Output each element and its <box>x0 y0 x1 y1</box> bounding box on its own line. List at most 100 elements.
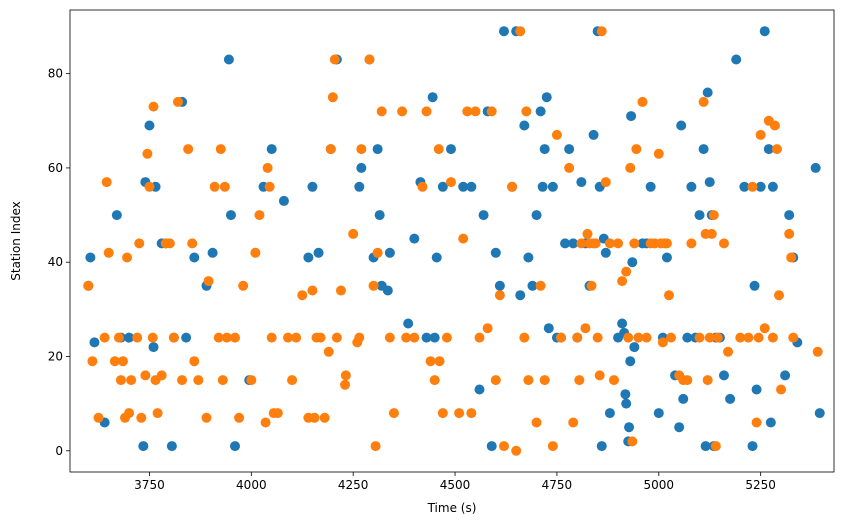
scatter-point-s2-95 <box>454 408 465 419</box>
scatter-point-s2-53 <box>272 408 283 419</box>
scatter-point-s2-31 <box>187 238 198 249</box>
scatter-point-s2-88 <box>425 356 436 367</box>
scatter-point-s1-68 <box>537 181 548 192</box>
scatter-point-s1-56 <box>486 441 497 452</box>
scatter-point-s2-81 <box>384 332 395 343</box>
scatter-point-s2-15 <box>134 238 145 249</box>
scatter-point-s2-11 <box>122 252 133 263</box>
scatter-point-s1-117 <box>704 177 715 188</box>
scatter-point-s1-97 <box>626 111 637 122</box>
scatter-point-s2-7 <box>113 332 124 343</box>
scatter-point-s1-9 <box>144 120 155 131</box>
scatter-point-s2-130 <box>594 370 605 381</box>
scatter-point-s1-113 <box>694 210 705 221</box>
scatter-point-s2-148 <box>653 148 664 159</box>
scatter-point-s2-32 <box>189 356 200 367</box>
scatter-point-s2-37 <box>213 332 224 343</box>
scatter-point-s1-48 <box>431 252 442 263</box>
scatter-point-s2-46 <box>250 247 261 258</box>
scatter-point-s1-125 <box>739 181 750 192</box>
scatter-point-s1-122 <box>718 370 729 381</box>
scatter-point-s2-182 <box>776 384 787 395</box>
scatter-point-s2-133 <box>604 238 615 249</box>
scatter-point-s2-131 <box>596 26 607 37</box>
scatter-point-s2-120 <box>572 332 583 343</box>
scatter-point-s2-107 <box>511 445 522 456</box>
scatter-point-s1-129 <box>755 181 766 192</box>
scatter-point-s2-85 <box>409 332 420 343</box>
scatter-point-s1-76 <box>564 144 575 155</box>
scatter-point-s1-90 <box>617 318 628 329</box>
x-tick-label: 4000 <box>236 478 267 492</box>
scatter-point-s2-108 <box>515 26 526 37</box>
scatter-point-s1-57 <box>490 247 501 258</box>
scatter-point-s2-35 <box>203 276 214 287</box>
x-tick-label: 3750 <box>134 478 165 492</box>
scatter-point-s2-174 <box>753 332 764 343</box>
scatter-point-s2-117 <box>556 332 566 343</box>
scatter-point-s2-128 <box>590 238 601 249</box>
scatter-point-s1-131 <box>763 144 774 155</box>
scatter-point-s2-112 <box>531 417 542 428</box>
scatter-point-s2-74 <box>354 332 365 343</box>
scatter-point-s1-51 <box>458 181 469 192</box>
scatter-point-s2-114 <box>539 375 550 386</box>
scatter-point-s2-20 <box>147 332 158 343</box>
scatter-point-s2-170 <box>735 332 746 343</box>
scatter-point-s2-99 <box>470 106 481 117</box>
scatter-point-s2-40 <box>219 181 230 192</box>
scatter-point-s2-26 <box>164 238 175 249</box>
scatter-point-s2-8 <box>115 375 126 386</box>
scatter-point-s1-38 <box>374 210 385 221</box>
scatter-point-s2-152 <box>661 238 672 249</box>
scatter-point-s2-86 <box>417 181 428 192</box>
scatter-point-s2-106 <box>507 181 518 192</box>
y-tick-label: 20 <box>48 350 63 364</box>
scatter-point-s2-96 <box>458 233 469 244</box>
scatter-point-s2-185 <box>788 332 799 343</box>
scatter-point-s2-3 <box>99 332 110 343</box>
scatter-point-s1-62 <box>515 290 526 301</box>
scatter-point-s2-4 <box>101 177 112 188</box>
scatter-point-s1-102 <box>645 181 656 192</box>
scatter-point-s2-175 <box>755 129 766 140</box>
x-axis: 3750 4000 4250 4500 4750 5000 5250 <box>134 472 776 492</box>
x-axis-label: Time (s) <box>427 501 477 515</box>
scatter-point-s1-88 <box>604 408 615 419</box>
scatter-point-s1-18 <box>189 252 200 263</box>
scatter-point-s1-93 <box>621 398 632 409</box>
scatter-point-s2-41 <box>221 332 232 343</box>
scatter-point-s2-93 <box>441 332 452 343</box>
y-axis-label: Station Index <box>9 201 23 281</box>
scatter-point-s2-50 <box>264 181 275 192</box>
scatter-point-s1-67 <box>535 106 546 117</box>
scatter-point-s2-0 <box>83 280 94 291</box>
scatter-point-s1-108 <box>676 120 687 131</box>
scatter-point-s1-30 <box>313 247 324 258</box>
scatter-point-s2-44 <box>238 280 249 291</box>
scatter-point-s2-80 <box>376 106 387 117</box>
scatter-point-s2-48 <box>260 417 271 428</box>
scatter-point-s2-19 <box>144 181 155 192</box>
points-layer <box>83 26 825 456</box>
scatter-point-s1-65 <box>527 280 538 291</box>
scatter-point-s2-6 <box>109 356 120 367</box>
scatter-point-s1-99 <box>629 342 640 353</box>
scatter-point-s2-172 <box>747 181 758 192</box>
scatter-point-s1-70 <box>541 92 552 103</box>
scatter-point-s2-144 <box>637 96 648 107</box>
scatter-point-s2-168 <box>718 238 729 249</box>
scatter-point-s2-179 <box>769 120 780 131</box>
scatter-point-s2-109 <box>519 332 530 343</box>
scatter-point-s1-2 <box>89 337 100 348</box>
scatter-point-s2-47 <box>254 210 265 221</box>
scatter-point-s2-153 <box>663 290 674 301</box>
scatter-point-s1-28 <box>303 252 314 263</box>
scatter-point-s2-2 <box>93 412 104 423</box>
scatter-point-s1-130 <box>759 26 770 37</box>
scatter-point-s2-51 <box>266 332 277 343</box>
scatter-point-s2-104 <box>494 290 505 301</box>
scatter-point-s2-165 <box>708 210 719 221</box>
scatter-point-s2-83 <box>397 106 408 117</box>
scatter-point-s1-103 <box>653 408 664 419</box>
